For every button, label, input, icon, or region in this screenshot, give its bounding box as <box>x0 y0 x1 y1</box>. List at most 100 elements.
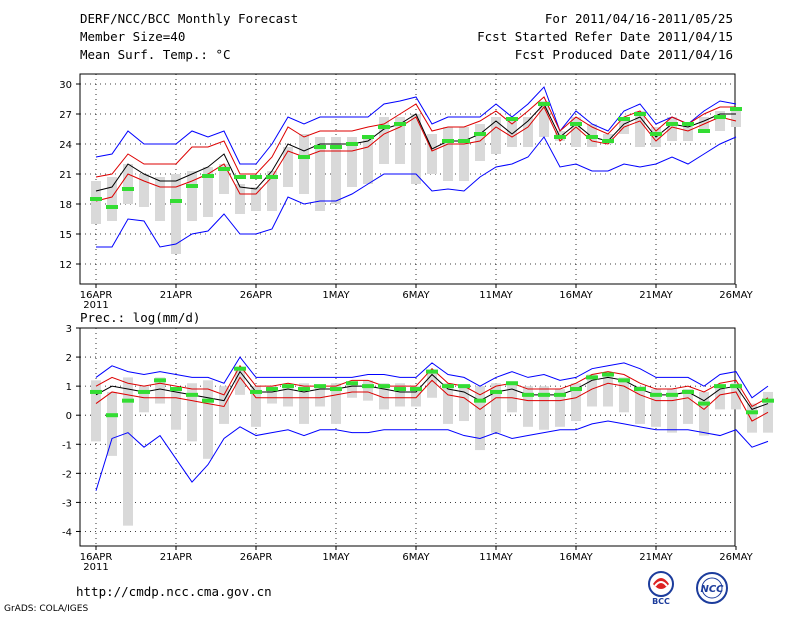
climatology-marker <box>266 387 278 392</box>
chart-title: DERF/NCC/BCC Monthly Forecast <box>80 11 299 26</box>
climatology-marker <box>250 389 262 394</box>
y-tick-label: 24 <box>59 140 72 151</box>
x-tick-label: 26APR <box>240 290 273 301</box>
ensemble-bar <box>683 389 693 424</box>
ensemble-bar <box>571 383 581 422</box>
climatology-marker <box>666 122 678 126</box>
climatology-marker <box>714 115 726 119</box>
ensemble-bar <box>603 374 613 407</box>
ensemble-bar <box>187 171 197 221</box>
ensemble-bar <box>635 111 645 147</box>
ensemble-bar <box>315 386 325 407</box>
climatology-marker <box>506 117 518 121</box>
ensemble-bar <box>187 383 197 442</box>
climatology-marker <box>394 387 406 392</box>
y-tick-label: -2 <box>62 469 72 480</box>
climatology-marker <box>506 381 518 386</box>
climatology-marker <box>346 142 358 146</box>
ensemble-bar <box>699 391 709 436</box>
climatology-marker <box>586 135 598 139</box>
ensemble-bar <box>123 377 133 526</box>
climatology-marker <box>330 387 342 392</box>
variable-prec-label: Prec.: log(mm/d) <box>80 310 200 325</box>
climatology-marker <box>282 384 294 389</box>
ensemble-bar <box>267 171 277 211</box>
climatology-marker <box>554 392 566 397</box>
climatology-marker <box>234 175 246 179</box>
grads-credit: GrADS: COLA/IGES <box>4 604 89 614</box>
climatology-marker <box>730 384 742 389</box>
climatology-marker <box>442 384 454 389</box>
x-tick-label: 26MAY <box>719 552 753 563</box>
ensemble-bar <box>363 137 373 184</box>
series-line-max <box>95 356 769 399</box>
ensemble-bar <box>299 383 309 424</box>
series-line-upper <box>95 96 736 178</box>
ensemble-bar <box>171 174 181 254</box>
climatology-marker <box>186 392 198 397</box>
climatology-marker <box>586 375 598 380</box>
x-tick-label: 11MAY <box>479 290 513 301</box>
ensemble-bar <box>203 380 213 459</box>
climatology-marker <box>266 175 278 179</box>
ensemble-bar <box>731 383 741 410</box>
panel-precipitation: Prec.: log(mm/d) -4 -3 -2 -1 0 1 2 3 16APR 21APR 26… <box>62 310 774 573</box>
ensemble-bar <box>331 383 341 424</box>
x-tick-label: 21APR <box>160 552 193 563</box>
climatology-marker <box>426 369 438 374</box>
footer-url[interactable]: http://cmdp.ncc.cma.gov.cn <box>76 584 272 599</box>
climatology-marker <box>458 139 470 143</box>
x-tick-label: 21APR <box>160 290 193 301</box>
ensemble-bar <box>347 137 357 187</box>
y-tick-label: 2 <box>66 353 72 364</box>
ensemble-bar <box>107 391 117 456</box>
climatology-marker <box>682 122 694 126</box>
climatology-marker <box>378 384 390 389</box>
forecast-period: For 2011/04/16-2011/05/25 <box>544 11 733 26</box>
climatology-marker <box>154 378 166 383</box>
climatology-marker <box>618 378 630 383</box>
climatology-marker <box>634 112 646 116</box>
ensemble-bar <box>219 164 229 194</box>
ensemble-bar <box>139 386 149 413</box>
y-tick-label: 27 <box>59 110 72 121</box>
climatology-marker <box>202 174 214 178</box>
ncc-logo-text: NCC <box>700 584 724 595</box>
y-tick-label: 1 <box>66 382 72 393</box>
climatology-marker <box>170 199 182 203</box>
x-tick-label: 6MAY <box>402 290 430 301</box>
ensemble-bar <box>251 386 261 427</box>
ensemble-bar <box>267 386 277 404</box>
climatology-marker <box>90 197 102 201</box>
x-tick-label: 26MAY <box>719 290 753 301</box>
x-tick-label: 1MAY <box>322 552 350 563</box>
climatology-marker <box>314 145 326 149</box>
ensemble-bar <box>571 117 581 147</box>
climatology-marker <box>298 155 310 159</box>
climatology-marker <box>666 392 678 397</box>
climatology-marker <box>730 107 742 111</box>
ncc-logo: NCC <box>696 572 728 604</box>
ensemble-bar <box>139 174 149 207</box>
x-year-label: 2011 <box>83 300 108 311</box>
ensemble-bar <box>667 389 677 433</box>
climatology-marker <box>330 145 342 149</box>
ensemble-bar <box>283 147 293 187</box>
climatology-marker <box>490 389 502 394</box>
ensemble-bar <box>379 117 389 164</box>
ensemble-bar <box>555 389 565 427</box>
climatology-marker <box>186 184 198 188</box>
ensemble-bar <box>715 386 725 410</box>
y-tick-label: -4 <box>62 527 72 538</box>
climatology-marker <box>202 398 214 403</box>
climatology-marker <box>218 167 230 171</box>
ensemble-bar <box>667 117 677 141</box>
ensemble-bar <box>235 184 245 214</box>
ensemble-bar <box>203 167 213 217</box>
ensemble-bar <box>539 386 549 430</box>
ensemble-bar <box>715 111 725 131</box>
series-line-mean <box>95 103 736 192</box>
ensemble-bar <box>491 383 501 433</box>
climatology-marker <box>570 122 582 126</box>
